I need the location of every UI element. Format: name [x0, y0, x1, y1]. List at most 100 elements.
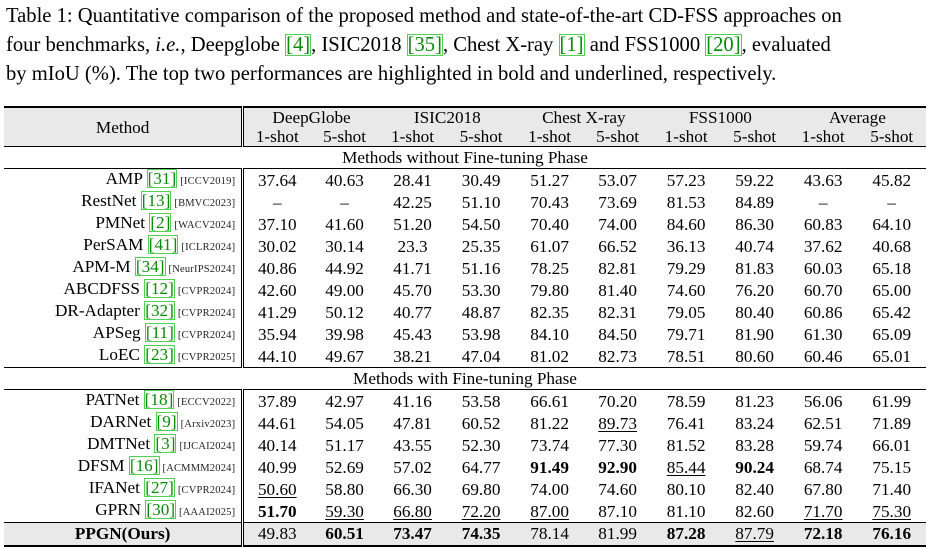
value-cell: 57.02 [393, 457, 432, 477]
citation-link[interactable]: [34] [134, 257, 166, 276]
value-cell: 44.10 [257, 346, 297, 366]
value-cell: 61.99 [857, 389, 926, 412]
value-cell: 23.3 [397, 236, 428, 256]
method-name: APM-M [72, 257, 131, 276]
value-cell: 41.60 [325, 214, 364, 234]
value-cell: 80.60 [735, 346, 774, 366]
citation-link[interactable]: [2] [149, 213, 172, 232]
method-name: LoEC [98, 345, 140, 364]
table-row: RestNet [13] [BMVC2023] – – 42.25 51.10 70.43 7… [4, 191, 926, 213]
citation-link-fss[interactable]: [20] [705, 34, 742, 56]
value-cell: 60.70 [803, 280, 843, 300]
value-cell: 74.60 [666, 280, 706, 300]
citation-link-deepglobe[interactable]: [4] [285, 34, 312, 56]
shot-header: 1-shot [515, 127, 584, 147]
value-cell: 40.63 [310, 168, 379, 191]
value-cell: 53.98 [461, 324, 501, 344]
venue-label: [ECCV2022] [177, 397, 236, 408]
value-cell: 65.01 [872, 346, 912, 366]
citation-link[interactable]: [30] [145, 500, 177, 519]
table-row: LoEC [23] [CVPR2025] 44.10 49.67 38.21 47.04 8… [4, 345, 926, 368]
value-cell: 49.67 [325, 346, 364, 366]
citation-link[interactable]: [3] [154, 434, 177, 453]
value-cell: 60.46 [803, 346, 843, 366]
method-cell: ABCDFSS [12] [CVPR2024] [4, 279, 245, 301]
value-cell: 42.25 [393, 192, 432, 212]
citation-link-chest[interactable]: [1] [558, 34, 585, 56]
venue-label: [ICLR2024] [181, 242, 236, 253]
value-cell: 41.16 [378, 389, 447, 412]
method-cell: APM-M [34] [NeurIPS2024] [4, 257, 245, 279]
results-table-container: Method DeepGlobe ISIC2018 Chest X-ray FS… [4, 106, 926, 547]
value-cell: 82.31 [598, 302, 637, 322]
value-cell: 42.60 [257, 280, 297, 300]
method-name: PerSAM [83, 235, 144, 254]
value-cell: 92.90 [598, 457, 637, 477]
citation-link[interactable]: [18] [143, 390, 175, 409]
venue-label: [CVPR2024] [177, 308, 236, 319]
method-name: AMP [105, 169, 143, 188]
venue-label: [CVPR2024] [177, 330, 236, 341]
dataset-header: ISIC2018 [378, 106, 516, 127]
citation-link[interactable]: [11] [144, 323, 175, 342]
section-header-row: Methods without Fine-tuning Phase [4, 146, 926, 169]
method-header: Method [4, 106, 245, 147]
caption-line-1: Table 1: Quantitative comparison of the … [6, 5, 842, 27]
value-cell: – [340, 192, 349, 212]
value-cell: 54.50 [461, 214, 501, 234]
method-cell: DFSM [16] [ACMMM2024] [4, 456, 245, 478]
value-cell: 81.83 [735, 258, 774, 278]
citation-link[interactable]: [9] [155, 412, 178, 431]
value-cell: 81.90 [735, 324, 774, 344]
citation-link[interactable]: [16] [128, 456, 160, 475]
citation-link[interactable]: [31] [146, 169, 178, 188]
value-cell: 75.15 [872, 457, 912, 477]
value-cell: 81.53 [666, 192, 706, 212]
venue-label: [NeurIPS2024] [168, 264, 236, 275]
value-cell: 30.02 [257, 236, 297, 256]
value-cell: 89.73 [598, 413, 637, 433]
value-cell: 45.43 [393, 324, 432, 344]
table-row: DARNet [9] [Arxiv2023] 44.61 54.05 47.81 60.5… [4, 412, 926, 434]
value-cell: 67.80 [803, 479, 843, 499]
value-cell: 51.70 [257, 501, 297, 521]
value-cell: 71.40 [872, 479, 912, 499]
value-cell: 78.51 [666, 346, 706, 366]
value-cell: 47.04 [461, 346, 501, 366]
value-cell: 74.00 [530, 479, 569, 499]
citation-link[interactable]: [27] [144, 478, 175, 497]
dataset-header: Chest X-ray [515, 106, 652, 127]
value-cell: 40.77 [393, 302, 432, 322]
dataset-header: Average [788, 106, 926, 127]
citation-link[interactable]: [12] [144, 279, 175, 298]
citation-link[interactable]: [32] [144, 301, 175, 320]
value-cell: 30.14 [325, 236, 364, 256]
section-title: Methods without Fine-tuning Phase [4, 146, 926, 169]
citation-link-isic[interactable]: [35] [406, 34, 443, 56]
citation-link[interactable]: [23] [144, 345, 175, 364]
caption-text: and FSS1000 [589, 34, 701, 56]
method-cell: LoEC [23] [CVPR2025] [4, 345, 245, 368]
value-cell: 36.13 [666, 236, 706, 256]
method-cell: GPRN [30] [AAAI2025] [4, 500, 245, 523]
value-cell: 81.99 [583, 522, 652, 547]
header-row-shots: 1-shot 5-shot 1-shot 5-shot 1-shot 5-sho… [4, 127, 926, 147]
value-cell: 40.68 [872, 236, 912, 256]
value-cell: 43.63 [788, 168, 858, 191]
value-cell: 65.18 [872, 258, 912, 278]
ours-row: PPGN(Ours) 49.83 60.51 73.47 74.35 78.14 81.99… [4, 522, 926, 547]
method-cell: DARNet [9] [Arxiv2023] [4, 412, 245, 434]
method-cell: PMNet [2] [WACV2024] [4, 213, 245, 235]
caption-text: four benchmarks, [6, 34, 151, 56]
shot-header: 5-shot [583, 127, 652, 147]
value-cell: 38.21 [393, 346, 432, 366]
citation-link[interactable]: [41] [147, 235, 179, 254]
shot-header: 5-shot [720, 127, 789, 147]
value-cell: 74.60 [598, 479, 637, 499]
value-cell: 41.71 [393, 258, 432, 278]
value-cell: 59.30 [325, 501, 364, 521]
value-cell: 81.02 [530, 346, 569, 366]
citation-link[interactable]: [13] [140, 191, 172, 210]
caption-line-3: by mIoU (%). The top two performances ar… [6, 63, 777, 85]
shot-header: 1-shot [242, 127, 311, 147]
